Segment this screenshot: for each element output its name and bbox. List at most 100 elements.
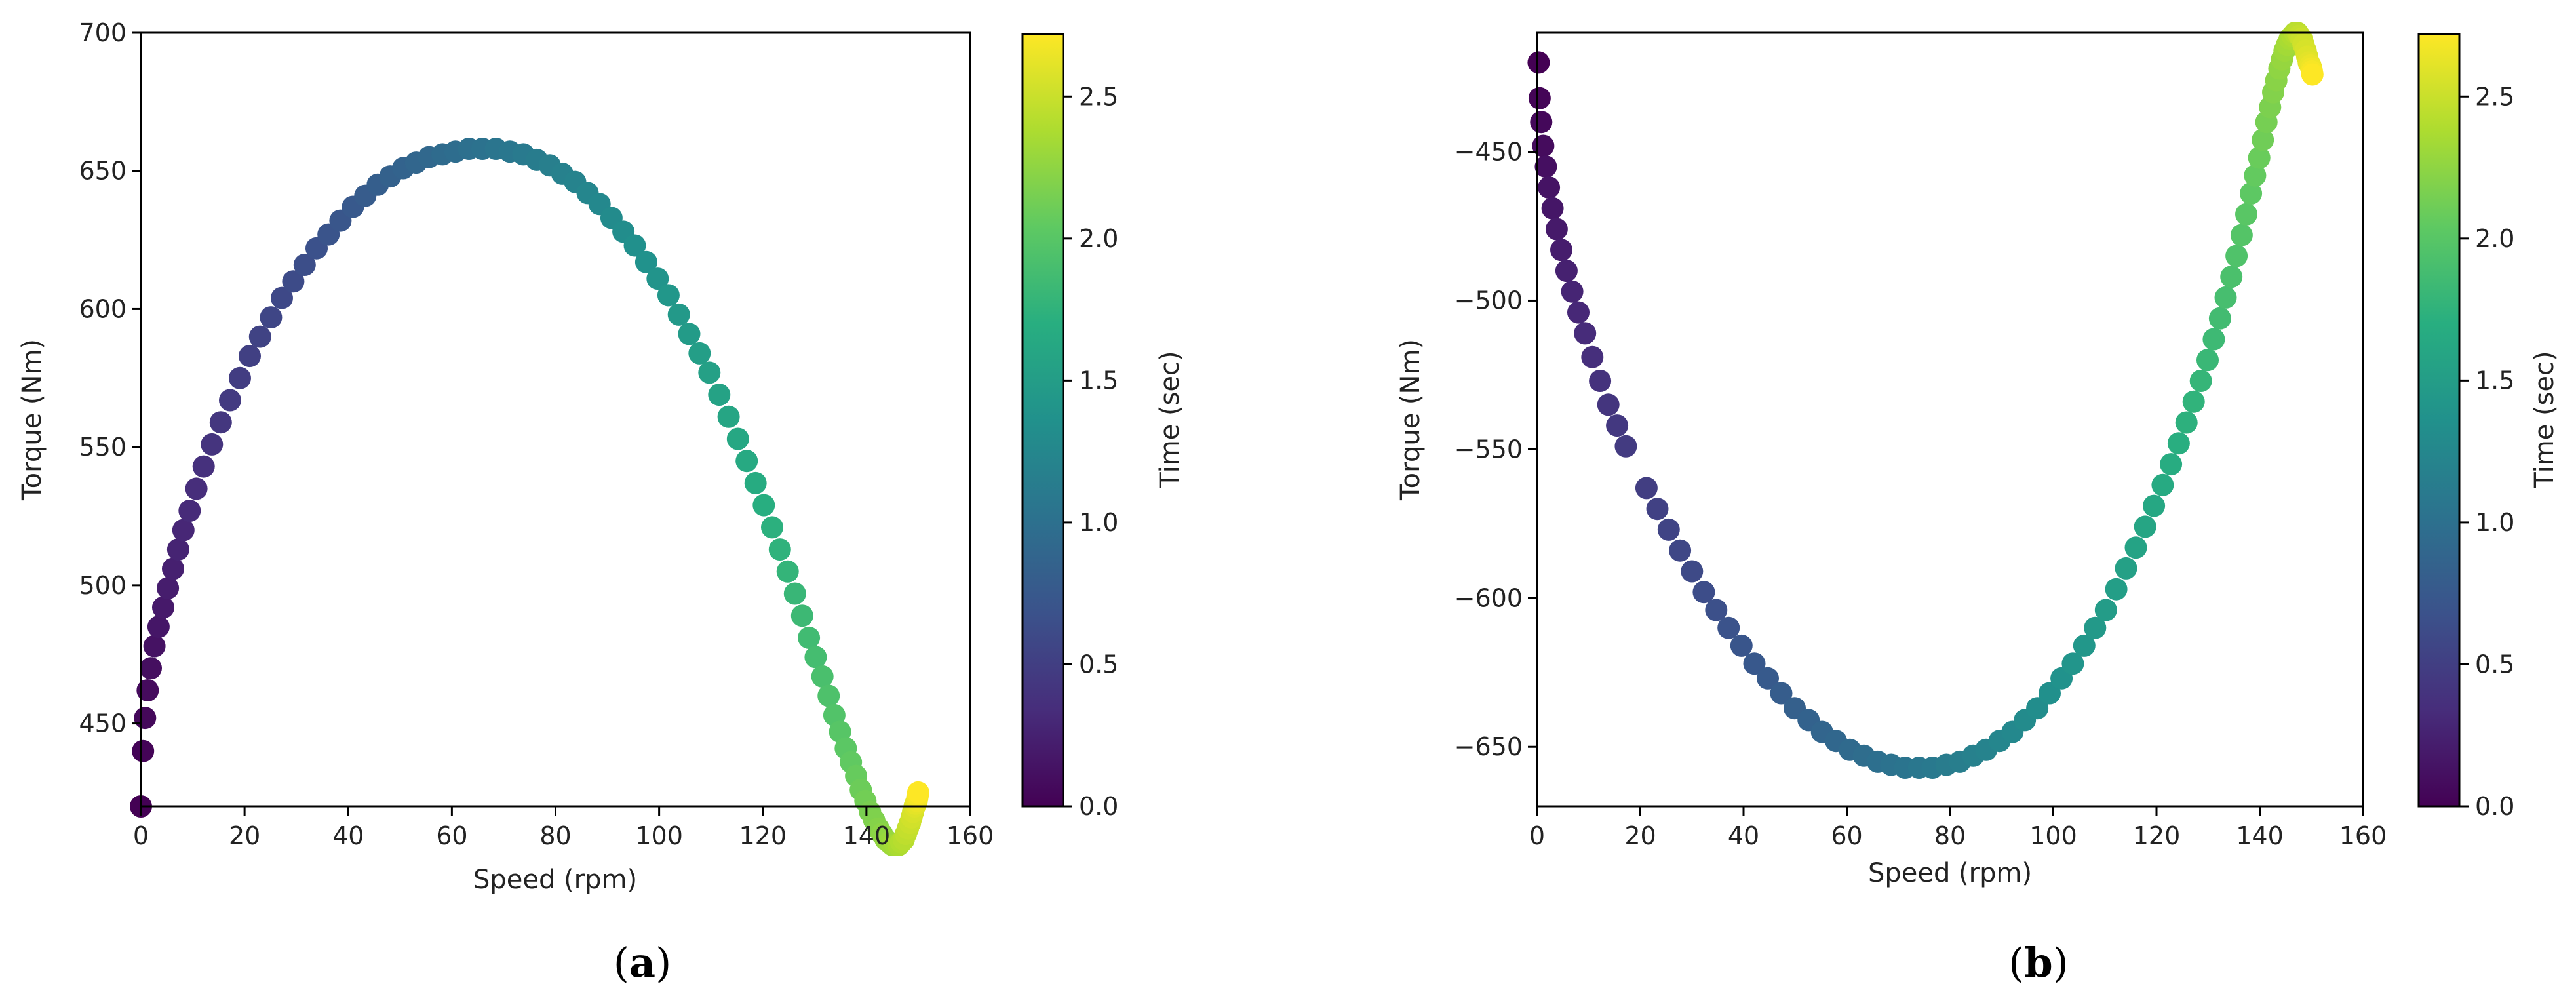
panel-a-point <box>634 250 657 273</box>
panel-b-point <box>2115 557 2137 580</box>
panel-a-point <box>162 557 184 580</box>
panel-a-point <box>907 781 929 804</box>
panel-a-colorbar-tick-label: 2.0 <box>1079 224 1118 253</box>
panel-a-point <box>172 519 195 542</box>
panel-b-y-tick-label: −600 <box>1454 583 1523 612</box>
panel-a-point <box>136 679 159 701</box>
panel-b-colorbar-label: Time (sec) <box>2529 351 2560 488</box>
panel-a-point <box>752 494 775 517</box>
panel-b-point <box>1743 652 1766 675</box>
panel-a-point <box>147 616 170 639</box>
panel-a-point <box>282 270 305 293</box>
panel-b-point <box>2039 682 2061 705</box>
panel-b-point <box>2124 536 2147 559</box>
panel-b-point <box>1692 581 1715 604</box>
panel-a-point <box>192 455 215 478</box>
panel-b-colorbar-tick-label: 2.5 <box>2475 82 2514 111</box>
panel-a-point <box>293 254 316 276</box>
panel-b-point <box>2073 634 2096 657</box>
panel-b-point <box>2230 224 2253 246</box>
panel-b-colorbar-ticks: 0.0 0.5 1.0 1.5 2.0 2.5 <box>2459 82 2514 821</box>
panel-b-x-tick-label: 80 <box>1934 821 1966 850</box>
panel-b-point <box>2094 599 2117 621</box>
panel-b-x-tick-label: 100 <box>2029 821 2077 850</box>
panel-a-point <box>768 538 791 561</box>
panel-b-point <box>1646 498 1669 521</box>
panel-a-point <box>761 516 783 539</box>
panel-b-y-tick-label: −650 <box>1454 732 1523 761</box>
panel-a-x-tick-label: 80 <box>539 821 571 850</box>
panel-a-point <box>735 450 758 473</box>
panel-b-y-ticks: −450 −500 −550 −600 −650 <box>1454 138 1537 761</box>
panel-b-point <box>1528 87 1551 109</box>
panel-a-point <box>623 234 646 257</box>
panel-a-y-tick-label: 700 <box>79 18 127 47</box>
panel-b-point <box>1541 197 1564 220</box>
panel-a-point <box>678 323 701 345</box>
panel-b-point <box>2240 182 2263 205</box>
panel-a: 0 20 40 60 80 100 120 140 160 450 500 550 600 650 700… <box>17 18 1185 987</box>
panel-a-point <box>817 684 840 707</box>
panel-a-point <box>157 577 180 600</box>
panel-b-point <box>1581 345 1604 368</box>
panel-b-y-tick-label: −550 <box>1454 435 1523 463</box>
panel-b-point <box>1597 393 1620 416</box>
panel-a-point <box>178 500 201 522</box>
panel-a-x-tick-label: 60 <box>436 821 467 850</box>
panel-a-y-tick-label: 450 <box>79 709 127 738</box>
panel-b-point <box>2214 286 2237 309</box>
panel-a-point <box>134 707 157 730</box>
panel-b-point <box>1550 239 1572 262</box>
panel-a-point <box>201 433 224 456</box>
panel-b-point <box>2196 349 2219 372</box>
panel-a-point <box>717 405 740 428</box>
panel-a-x-tick-label: 100 <box>635 821 683 850</box>
panel-b-point <box>1606 414 1629 437</box>
panel-a-point <box>260 306 283 329</box>
panel-b-x-tick-label: 40 <box>1728 821 1759 850</box>
panel-b-point <box>2143 494 2166 517</box>
panel-b-point <box>1635 477 1658 500</box>
panel-b-point <box>2151 473 2174 496</box>
panel-a-point <box>185 477 208 500</box>
panel-b-point <box>1545 218 1568 241</box>
panel-a-point <box>667 303 690 326</box>
panel-b-point <box>1555 260 1578 283</box>
panel-a-x-ticks: 0 20 40 60 80 100 120 140 160 <box>133 806 994 850</box>
panel-b-x-tick-label: 20 <box>1624 821 1656 850</box>
panel-b-point <box>1589 370 1612 392</box>
panel-b-point <box>1757 667 1779 690</box>
panel-a-point <box>271 286 293 309</box>
panel-b-point <box>1538 176 1561 199</box>
panel-a-point <box>229 366 251 389</box>
panel-b-colorbar-tick-label: 0.5 <box>2475 650 2514 679</box>
panel-a-point <box>143 635 166 658</box>
panel-b-point <box>2301 63 2324 86</box>
panel-b-point <box>1530 111 1553 134</box>
panel-b-point <box>2252 128 2274 151</box>
panel-a-colorbar-tick-label: 1.5 <box>1079 366 1118 395</box>
panel-b-x-tick-label: 140 <box>2236 821 2284 850</box>
panel-a-caption: (a) <box>614 939 672 987</box>
panel-b-point <box>1534 155 1557 178</box>
panel-b-colorbar-tick-label: 1.0 <box>2475 508 2514 537</box>
panel-b-point <box>2134 515 2156 538</box>
panel-a-colorbar-ticks: 0.0 0.5 1.0 1.5 2.0 2.5 <box>1063 82 1118 821</box>
panel-b-point <box>2202 328 2225 351</box>
panel-a-point <box>219 389 241 412</box>
panel-a-point <box>804 646 827 669</box>
panel-a-point <box>209 411 232 434</box>
panel-a-point <box>166 538 189 561</box>
panel-b-point <box>1561 280 1584 303</box>
panel-b-x-tick-label: 120 <box>2133 821 2181 850</box>
panel-a-plot-frame <box>140 31 971 808</box>
panel-b: 0 20 40 60 80 100 120 140 160 −450 −500 −550 −600 −6… <box>1395 22 2560 987</box>
panel-a-point <box>798 626 821 649</box>
panel-b-point <box>1614 435 1637 458</box>
panel-b-point <box>2175 411 2198 434</box>
panel-a-colorbar-tick-label: 1.0 <box>1079 508 1118 537</box>
panel-b-x-axis-label: Speed (rpm) <box>1868 858 2032 888</box>
panel-a-point <box>646 267 669 290</box>
panel-b-point <box>2105 578 2128 601</box>
